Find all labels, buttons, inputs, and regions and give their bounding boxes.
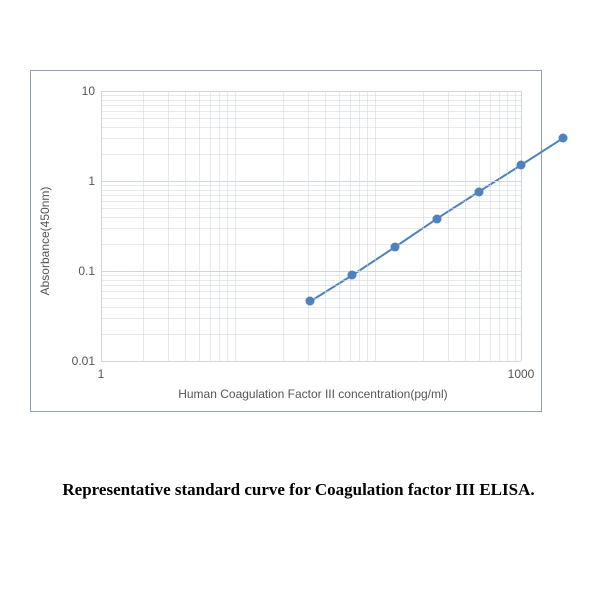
grid-line-v-minor	[308, 91, 309, 361]
grid-line-h-minor	[101, 95, 521, 96]
data-marker	[348, 271, 357, 280]
grid-line-v-minor	[339, 91, 340, 361]
grid-line-v-minor	[168, 91, 169, 361]
grid-line-h-minor	[101, 118, 521, 119]
grid-line-h-minor	[101, 154, 521, 155]
grid-line-v-minor	[199, 91, 200, 361]
grid-line-h-minor	[101, 334, 521, 335]
grid-line-h	[101, 91, 521, 92]
chart-panel: 0.010.111011000 Absorbance(450nm) Human …	[30, 70, 542, 412]
grid-line-h-minor	[101, 291, 521, 292]
grid-line-h-minor	[101, 111, 521, 112]
grid-line-h-minor	[101, 138, 521, 139]
x-tick-label: 1	[98, 367, 105, 381]
grid-line-h-minor	[101, 275, 521, 276]
grid-line-h-minor	[101, 201, 521, 202]
grid-line-v-minor	[219, 91, 220, 361]
grid-line-h-minor	[101, 217, 521, 218]
y-tick-label: 1	[88, 174, 95, 188]
grid-line-v-minor	[465, 91, 466, 361]
data-marker	[559, 134, 568, 143]
grid-line-h-minor	[101, 244, 521, 245]
grid-line-v-minor	[185, 91, 186, 361]
grid-line-v-minor	[283, 91, 284, 361]
data-marker	[517, 161, 526, 170]
y-tick-label: 0.01	[72, 354, 95, 368]
grid-line-v-minor	[210, 91, 211, 361]
y-axis-label: Absorbance(450nm)	[38, 187, 52, 296]
grid-line-v-minor	[507, 91, 508, 361]
x-tick-label: 1000	[508, 367, 535, 381]
grid-line-h-minor	[101, 100, 521, 101]
grid-line-h	[101, 181, 521, 182]
grid-line-h-minor	[101, 280, 521, 281]
grid-line-v-minor	[375, 91, 376, 361]
series-line-svg	[101, 91, 521, 361]
grid-line-h-minor	[101, 285, 521, 286]
grid-line-v-minor	[423, 91, 424, 361]
data-marker	[306, 297, 315, 306]
grid-line-v-minor	[515, 91, 516, 361]
grid-line-h-minor	[101, 185, 521, 186]
grid-line-v-minor	[359, 91, 360, 361]
grid-line-h-minor	[101, 208, 521, 209]
grid-line-v	[521, 91, 522, 361]
grid-line-h-minor	[101, 195, 521, 196]
grid-line-h-minor	[101, 190, 521, 191]
grid-line-v	[101, 91, 102, 361]
grid-line-h-minor	[101, 318, 521, 319]
grid-line-h-minor	[101, 105, 521, 106]
grid-line-h-minor	[101, 228, 521, 229]
grid-line-h-minor	[101, 307, 521, 308]
data-marker	[474, 187, 483, 196]
y-tick-label: 10	[82, 84, 95, 98]
x-axis-label: Human Coagulation Factor III concentrati…	[178, 387, 447, 401]
grid-line-v-minor	[143, 91, 144, 361]
grid-line-h	[101, 271, 521, 272]
plot-area: 0.010.111011000	[101, 91, 521, 361]
grid-line-v-minor	[499, 91, 500, 361]
figure-caption: Representative standard curve for Coagul…	[0, 480, 597, 500]
grid-line-h-minor	[101, 127, 521, 128]
grid-line-v-minor	[490, 91, 491, 361]
grid-line-v-minor	[350, 91, 351, 361]
grid-line-v-minor	[325, 91, 326, 361]
y-tick-label: 0.1	[78, 264, 95, 278]
grid-line-v-minor	[367, 91, 368, 361]
grid-line-v-minor	[227, 91, 228, 361]
grid-line-v-minor	[479, 91, 480, 361]
grid-line-v-minor	[448, 91, 449, 361]
grid-line-h	[101, 361, 521, 362]
data-marker	[390, 243, 399, 252]
grid-line-v-minor	[235, 91, 236, 361]
data-marker	[432, 214, 441, 223]
